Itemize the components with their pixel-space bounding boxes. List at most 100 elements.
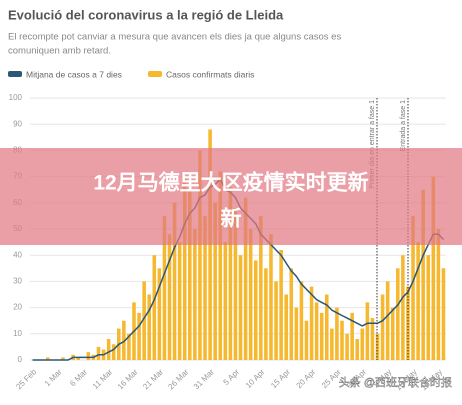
bar (203, 215, 207, 360)
legend-label: Casos confirmats diaris (166, 69, 254, 79)
bar (157, 268, 162, 360)
y-tick-label: 20 (13, 303, 22, 312)
bar (142, 281, 146, 360)
bar (162, 215, 167, 360)
bar (345, 333, 349, 360)
bar (218, 171, 223, 360)
bar (45, 357, 50, 360)
bar (436, 229, 441, 360)
bar (370, 318, 375, 360)
bar (96, 346, 101, 360)
bar (390, 307, 395, 360)
x-tick-label: 6 Mar (68, 367, 89, 388)
annotation: Entrada a fase 1 (400, 100, 407, 151)
y-tick-label: 40 (13, 250, 22, 259)
x-tick-label: 16 Mar (116, 367, 140, 391)
bar (289, 268, 294, 360)
bar (426, 255, 431, 360)
bar (122, 320, 126, 360)
y-tick-label: 0 (18, 355, 23, 364)
bar (228, 187, 233, 360)
x-tick-label: 1 Mar (43, 367, 64, 388)
x-tick-label: 5 Apr (222, 367, 242, 387)
bar (152, 255, 157, 360)
bar (304, 320, 309, 360)
banner-text: 12月马德里大区疫情实时更新 (93, 171, 368, 195)
legend-swatch (148, 71, 162, 77)
bar (198, 150, 202, 360)
x-tick-label: 11 Mar (91, 367, 115, 391)
legend-swatch (8, 71, 22, 77)
bar (259, 215, 263, 360)
bar (325, 294, 329, 360)
bar (147, 294, 151, 360)
bar (431, 176, 436, 360)
bar (76, 357, 80, 360)
x-tick-label: 31 Mar (192, 367, 216, 391)
bar (106, 339, 111, 360)
bar (375, 333, 380, 360)
x-tick-label: 26 Mar (166, 367, 190, 391)
bar (380, 294, 385, 360)
bar (248, 229, 253, 360)
bar (274, 281, 278, 360)
bar (172, 202, 177, 360)
bar (127, 333, 131, 360)
bar (441, 268, 446, 360)
bar (182, 176, 187, 360)
x-tick-label: 15 Apr (269, 367, 292, 390)
bar (314, 302, 319, 360)
bar (299, 281, 304, 360)
bar (284, 294, 288, 360)
subtitle: comuniquen amb retard. (8, 46, 111, 57)
bar (396, 268, 400, 360)
x-tick-label: 21 Mar (141, 367, 165, 391)
subtitle: El recompte pot canviar a mesura que ava… (8, 32, 341, 43)
bar (233, 208, 238, 360)
bar (243, 197, 248, 360)
bar (188, 189, 192, 360)
watermark: 头条 @西班牙联合时报 (339, 375, 452, 389)
bar (279, 249, 283, 360)
x-tick-label: 10 Apr (244, 367, 267, 390)
banner (0, 148, 462, 245)
bar (213, 202, 217, 360)
banner-text: 新 (221, 207, 242, 231)
bar (309, 286, 314, 360)
bar (401, 255, 405, 360)
bar (137, 312, 141, 360)
x-tick-label: 20 Apr (295, 367, 318, 390)
legend-label: Mitjana de casos a 7 dies (26, 69, 122, 79)
bar (264, 268, 268, 360)
bar (335, 307, 339, 360)
bar (111, 344, 116, 360)
bar (360, 328, 365, 360)
x-tick-label: 25 Feb (14, 367, 38, 391)
y-tick-label: 100 (9, 93, 23, 102)
bar (330, 328, 334, 360)
bar (223, 242, 228, 360)
y-tick-label: 90 (13, 119, 22, 128)
bar (177, 242, 182, 360)
bar (340, 320, 344, 360)
bar (319, 312, 324, 360)
bar (421, 189, 425, 360)
chart-title: Evolució del coronavirus a la regió de L… (8, 7, 284, 22)
bar (365, 302, 370, 360)
y-tick-label: 30 (13, 277, 22, 286)
bar (61, 357, 65, 360)
bar (269, 234, 273, 360)
bar (238, 255, 243, 360)
bar (416, 242, 420, 360)
bar (355, 339, 359, 360)
bar (86, 352, 91, 360)
bar (193, 229, 197, 360)
y-tick-label: 10 (13, 329, 22, 338)
bar (167, 234, 172, 360)
bar (385, 281, 390, 360)
annotation: Primer dia en entrar a fase 1 (369, 100, 376, 189)
bar (294, 307, 299, 360)
bar (411, 215, 415, 360)
